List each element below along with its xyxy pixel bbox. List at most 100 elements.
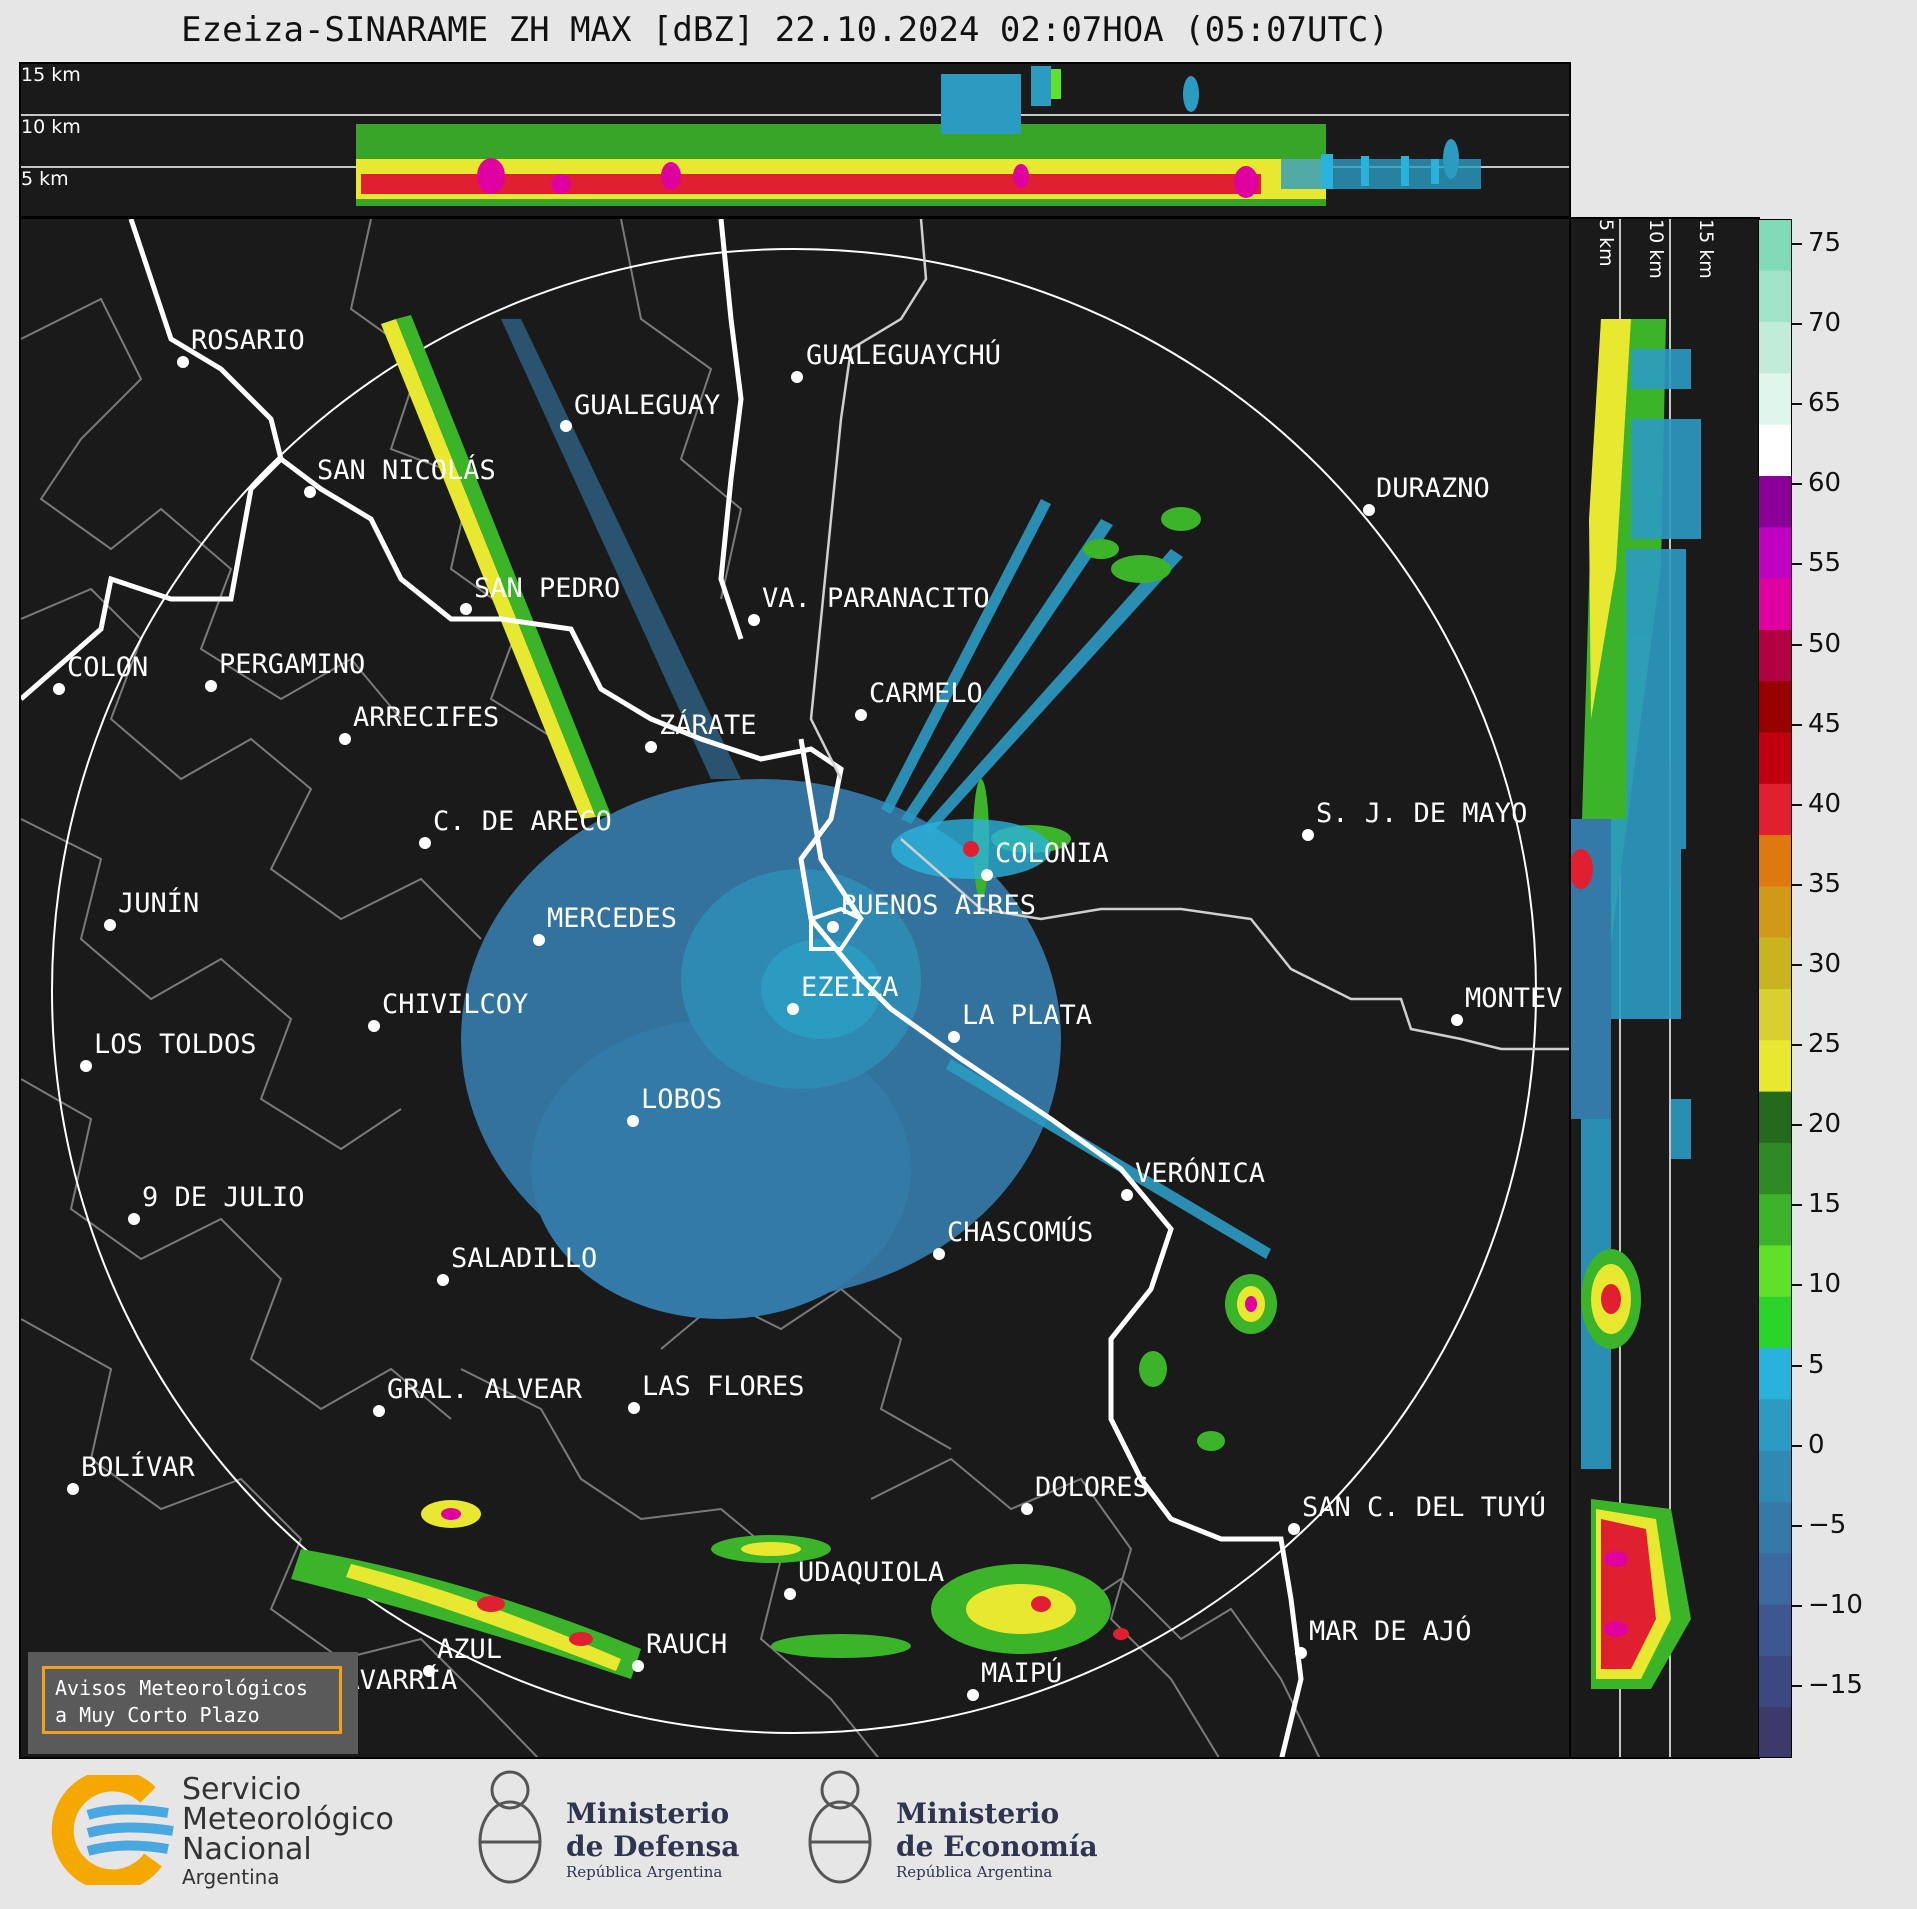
city-colonia: COLONIA [995,838,1109,869]
city-gral-alvear: GRAL. ALVEAR [387,1374,583,1405]
avisos-line2: a Muy Corto Plazo [55,1703,260,1727]
storm-cells-south [291,1274,1277,1679]
colorbar-tick-label: −10 [1808,1589,1863,1620]
colorbar-tick-label: 70 [1808,308,1842,339]
city-azul: AZUL [437,1634,502,1665]
colorbar-tick-label: 45 [1808,708,1842,739]
city-saladillo: SALADILLO [451,1243,597,1274]
colorbar-tick-label: 25 [1808,1029,1842,1060]
city-bolivar: BOLÍVAR [81,1451,196,1483]
smn-line1: Servicio [182,1772,302,1807]
city-san-c-del-tuyu: SAN C. DEL TUYÚ [1302,1491,1546,1523]
level-label-10km: 10 km [21,116,81,138]
city-las-flores: LAS FLORES [642,1371,805,1402]
city-gualeguay: GUALEGUAY [574,390,720,421]
colorbar-segment [1758,1655,1792,1708]
colorbar-tick-label: −15 [1808,1670,1863,1700]
colorbar-segment [1758,1347,1792,1400]
colorbar-tick [1792,563,1802,566]
avisos-panel[interactable]: Avisos Meteorológicos a Muy Corto Plazo [28,1652,358,1754]
colorbar-tick-label: 10 [1808,1269,1842,1300]
colorbar-tick-label: 55 [1808,548,1842,579]
city-chivilcoy: CHIVILCOY [382,989,528,1020]
defensa-line2: de Defensa [566,1830,740,1863]
colorbar-segment [1758,1091,1792,1143]
colorbar-segment [1758,372,1792,425]
city-c-de-areco: C. DE ARECO [433,806,612,837]
side-level-5km: 5 km [1595,219,1617,267]
city-udaquiola: UDAQUIOLA [798,1557,944,1588]
smn-line4: Argentina [182,1865,280,1889]
colorbar-tick [1792,964,1802,966]
city-zarate: ZÁRATE [659,709,757,741]
colorbar-tick-label: 40 [1808,788,1842,819]
defensa-coat-of-arms-icon [478,1770,542,1884]
city-9-de-julio: 9 DE JULIO [142,1182,305,1213]
colorbar-segment [1758,629,1792,682]
colorbar-segment [1758,475,1792,528]
city-colon: COLON [67,652,148,683]
economia-line2: de Economía [896,1830,1098,1863]
colorbar-segment [1758,783,1792,836]
colorbar-tick [1792,1604,1802,1607]
colorbar-tick [1792,323,1802,326]
side-cross-section-echoes [1571,219,1701,1757]
colorbar-tick [1792,883,1802,886]
city-carmelo: CARMELO [869,678,983,709]
colorbar-segment [1758,1142,1792,1195]
colorbar-segment [1758,834,1792,887]
avisos-line1: Avisos Meteorológicos [55,1676,308,1700]
colorbar-tick-label: 60 [1808,468,1842,499]
colorbar-segment [1758,578,1792,630]
side-level-10km: 10 km [1645,219,1667,279]
colorbar-tick [1792,1524,1802,1527]
city-labels: ROSARIO GUALEGUAYCHÚ GUALEGUAY SAN NICOL… [67,325,1563,1696]
colorbar-tick [1792,403,1802,406]
level-label-5km: 5 km [21,168,69,190]
colorbar-tick-label: 15 [1808,1189,1842,1220]
city-pergamino: PERGAMINO [219,649,365,680]
smn-line2: Meteorológico [182,1802,394,1837]
side-level-15km: 15 km [1695,219,1717,279]
city-va-paranacito: VA. PARANACITO [762,583,990,614]
colorbar-segment [1758,1450,1792,1502]
top-cross-section-echoes [21,66,1569,206]
colorbar-tick [1792,723,1802,726]
top-cross-section-panel: 15 km 10 km 5 km [19,62,1571,218]
city-dots [53,356,1463,1701]
colorbar-tick-label: 50 [1808,628,1842,659]
colorbar-tick [1792,1124,1802,1127]
colorbar-tick-label: 0 [1808,1429,1825,1460]
city-gualeguaychu: GUALEGUAYCHÚ [806,339,1001,371]
colorbar-tick [1792,1685,1802,1687]
colorbar-segment [1758,1398,1792,1451]
colorbar-tick-label: 5 [1808,1349,1825,1380]
economia-line3: República Argentina [896,1863,1053,1881]
city-dolores: DOLORES [1035,1472,1149,1503]
city-la-plata: LA PLATA [962,1000,1092,1031]
colorbar [1758,219,1792,1758]
city-rosario: ROSARIO [191,325,305,356]
smn-line3: Nacional [182,1832,312,1867]
colorbar-tick [1792,643,1802,646]
colorbar-segment [1758,270,1792,323]
range-ring [51,248,1537,1734]
city-rauch: RAUCH [646,1629,727,1660]
colorbar-segment [1758,1706,1792,1758]
smn-logo-icon [51,1775,174,1885]
colorbar-segment [1758,937,1792,989]
radar-map: ROSARIO GUALEGUAYCHÚ GUALEGUAY SAN NICOL… [21,219,1569,1757]
city-ezeiza: EZEIZA [801,972,899,1003]
city-montevideo: MONTEV [1465,983,1563,1014]
city-los-toldos: LOS TOLDOS [94,1029,257,1060]
city-chascomus: CHASCOMÚS [947,1216,1093,1248]
city-arrecifes: ARRECIFES [353,702,499,733]
coastline-rivers [21,219,1304,1757]
colorbar-tick [1792,1204,1802,1207]
colorbar-tick-label: 20 [1808,1109,1842,1140]
city-sj-de-mayo: S. J. DE MAYO [1316,798,1527,829]
colorbar-tick-label: −5 [1808,1509,1847,1540]
colorbar-tick [1792,243,1802,245]
avisos-link[interactable]: Avisos Meteorológicos a Muy Corto Plazo [42,1666,342,1734]
city-mercedes: MERCEDES [547,903,677,934]
